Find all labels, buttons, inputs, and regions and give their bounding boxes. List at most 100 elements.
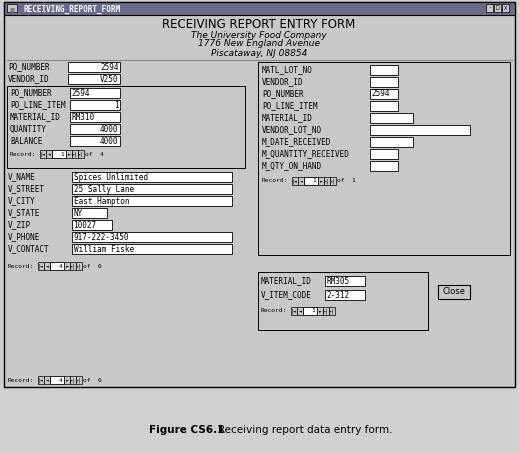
Text: PO_LINE_ITEM: PO_LINE_ITEM (262, 101, 318, 111)
Text: 1: 1 (313, 178, 317, 183)
Text: M_QTY_ON_HAND: M_QTY_ON_HAND (262, 162, 322, 170)
Text: 1: 1 (312, 308, 316, 313)
Text: ►|: ►| (323, 308, 329, 314)
Text: V_PHONE: V_PHONE (8, 232, 40, 241)
Bar (304, 177, 318, 185)
Text: Spices Unlimited: Spices Unlimited (74, 173, 147, 182)
Text: RM305: RM305 (326, 276, 350, 285)
Text: ►|: ►| (76, 377, 82, 383)
Text: 25 Sally Lane: 25 Sally Lane (74, 184, 133, 193)
Text: Piscataway, NJ 08854: Piscataway, NJ 08854 (211, 48, 307, 58)
Bar (325, 290, 365, 300)
Text: MATL_LOT_NO: MATL_LOT_NO (262, 66, 313, 74)
Bar (70, 112, 120, 122)
Bar (70, 376, 76, 384)
Bar (70, 262, 76, 270)
Bar (370, 65, 398, 75)
Text: 2594: 2594 (372, 90, 390, 98)
Bar (298, 177, 304, 185)
Text: PO_NUMBER: PO_NUMBER (10, 88, 51, 97)
Text: Close: Close (443, 288, 466, 297)
Text: ◄: ◄ (299, 178, 303, 183)
Text: MATERIAL_ID: MATERIAL_ID (261, 276, 312, 285)
Bar (4, 2, 515, 387)
Text: V_STATE: V_STATE (8, 208, 40, 217)
Text: 4: 4 (59, 264, 62, 269)
Bar (370, 161, 398, 171)
Bar (52, 150, 66, 158)
Text: ◄: ◄ (46, 377, 48, 382)
Bar (72, 244, 232, 254)
Bar (68, 62, 120, 72)
Bar (72, 196, 232, 206)
Text: V_STREET: V_STREET (8, 184, 45, 193)
Bar (72, 184, 232, 194)
Text: V250: V250 (100, 74, 118, 83)
Bar (494, 4, 501, 11)
Bar (78, 150, 84, 158)
Text: ►|: ►| (76, 263, 82, 269)
Bar (318, 177, 324, 185)
Text: ■: ■ (9, 7, 15, 12)
Bar (72, 172, 232, 182)
Text: ►|: ►| (72, 151, 78, 157)
Bar (258, 62, 510, 255)
Text: of  6: of 6 (83, 264, 102, 269)
Bar (4, 2, 515, 15)
Text: ◄: ◄ (298, 308, 302, 313)
Text: 1776 New England Avenue: 1776 New England Avenue (198, 39, 320, 48)
Text: 1: 1 (61, 151, 64, 156)
Bar (50, 376, 64, 384)
Bar (40, 150, 46, 158)
Text: ►: ► (67, 151, 71, 156)
Bar (370, 89, 398, 99)
Text: |◄: |◄ (38, 377, 44, 383)
Text: East Hampton: East Hampton (74, 197, 129, 206)
Bar (72, 150, 78, 158)
Text: V_CITY: V_CITY (8, 197, 36, 206)
Text: 4000: 4000 (100, 125, 118, 134)
Text: William Fiske: William Fiske (74, 245, 133, 254)
Text: PO_LINE_ITEM: PO_LINE_ITEM (10, 101, 65, 110)
Text: Record:: Record: (261, 308, 287, 313)
Text: Record:: Record: (262, 178, 288, 183)
Bar (486, 4, 493, 11)
Bar (70, 88, 120, 98)
Text: 4: 4 (59, 377, 62, 382)
Bar (76, 376, 82, 384)
Bar (68, 74, 120, 84)
Text: MATERIAL_ID: MATERIAL_ID (10, 112, 61, 121)
Text: The University Food Company: The University Food Company (191, 30, 327, 39)
Bar (438, 285, 470, 299)
Text: BALANCE: BALANCE (10, 136, 43, 145)
Text: RECEIVING_REPORT_FORM: RECEIVING_REPORT_FORM (24, 5, 121, 14)
Text: of  1: of 1 (337, 178, 356, 183)
Text: |◄: |◄ (292, 178, 298, 184)
Text: ►|: ►| (78, 151, 84, 157)
Text: 1: 1 (114, 101, 118, 110)
Bar (324, 177, 330, 185)
Text: ►|: ►| (324, 178, 330, 184)
Bar (370, 77, 398, 87)
Text: ►|: ►| (330, 178, 336, 184)
Text: X: X (504, 5, 507, 10)
Bar (502, 4, 509, 11)
Bar (64, 376, 70, 384)
Bar (7, 4, 17, 11)
Bar (64, 262, 70, 270)
Text: ►|: ►| (70, 377, 76, 383)
Bar (258, 272, 428, 330)
Bar (370, 125, 470, 135)
Text: M_DATE_RECEIVED: M_DATE_RECEIVED (262, 138, 331, 146)
Text: 2-312: 2-312 (326, 290, 350, 299)
Bar (303, 307, 317, 315)
Text: ◄: ◄ (46, 264, 48, 269)
Text: ►|: ►| (70, 263, 76, 269)
Text: V_ITEM_CODE: V_ITEM_CODE (261, 290, 312, 299)
Bar (50, 262, 64, 270)
Bar (291, 307, 297, 315)
Bar (72, 208, 107, 218)
Text: NY: NY (74, 208, 83, 217)
Bar (38, 376, 44, 384)
Bar (70, 136, 120, 146)
